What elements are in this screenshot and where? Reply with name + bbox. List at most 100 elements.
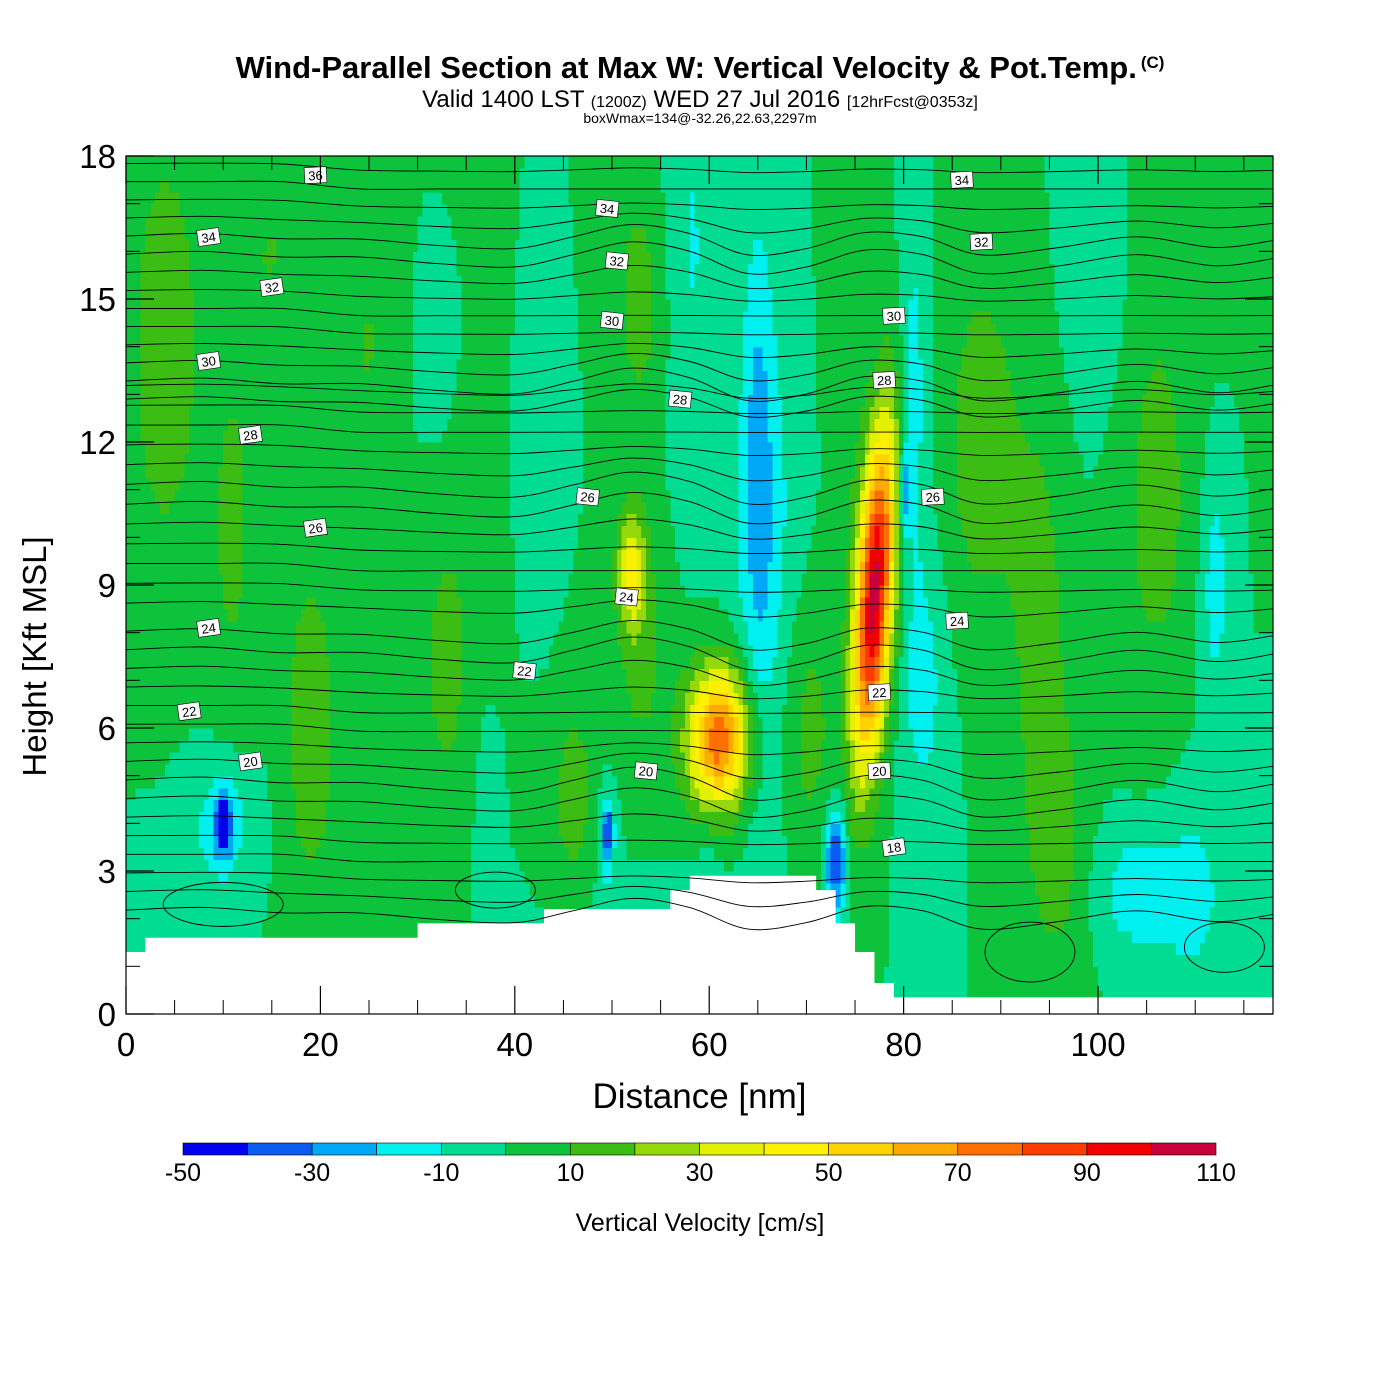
copyright-mark: (C)	[1140, 53, 1165, 72]
theta-contour-label: 20	[238, 751, 263, 772]
theta-contour-line	[126, 265, 1273, 290]
theta-contour-line	[126, 224, 1273, 256]
y-tick-label: 9	[98, 567, 116, 604]
colorbar-swatch	[634, 1142, 700, 1156]
theta-contour-label: 36	[303, 166, 328, 184]
theta-contour-line	[126, 180, 1273, 190]
valid-prefix: Valid 1400 LST	[422, 86, 585, 113]
colorbar-tick-label: 70	[944, 1159, 972, 1187]
theta-contour-label: 32	[259, 277, 285, 297]
colorbar-swatch	[957, 1142, 1023, 1156]
colorbar-tick-label: 10	[556, 1159, 584, 1187]
theta-contour-line	[126, 241, 1273, 275]
theta-contour-label: 28	[238, 425, 263, 445]
box-wmax-info: boxWmax=134@-32.26,22.63,2297m	[583, 110, 817, 126]
theta-contour-label: 30	[196, 351, 221, 371]
y-tick-label: 12	[79, 424, 116, 461]
colorbar-swatch	[505, 1142, 571, 1156]
theta-contour-label: 22	[867, 683, 892, 702]
theta-contour-line	[126, 582, 1273, 593]
theta-contour-line	[126, 198, 1273, 211]
theta-contour-line	[126, 659, 1273, 687]
theta-contour-line	[126, 212, 1273, 234]
theta-contour-label: 26	[303, 518, 328, 538]
x-tick-label: 80	[885, 1026, 922, 1063]
theta-contour-line	[126, 871, 1273, 884]
theta-contour-line	[126, 457, 1273, 482]
theta-contour-line	[126, 599, 1273, 618]
theta-contour-line	[126, 424, 1273, 434]
theta-contour-line	[126, 853, 1273, 863]
colorbar-swatch	[1086, 1142, 1152, 1156]
theta-contour-label: 34	[595, 198, 620, 218]
theta-contour-line	[126, 741, 1273, 756]
theta-contour-line	[454, 871, 536, 909]
theta-contour-line	[126, 443, 1273, 457]
theta-contour-line	[126, 542, 1273, 555]
theta-contour-labels: 36 34 34 34 32 32 32 30 30 30 28 28 28 26 26 26 24 24 24 22…	[176, 166, 994, 857]
theta-contour-line	[126, 766, 1273, 801]
colorbar-swatch	[440, 1142, 507, 1156]
theta-contour-line	[126, 752, 1273, 780]
y-axis-label: Height [Kft MSL]	[16, 536, 53, 776]
colorbar-tick-label: -30	[294, 1159, 330, 1187]
theta-contour-line	[126, 353, 1273, 382]
x-tick-label: 20	[302, 1026, 339, 1063]
theta-contour-label: 34	[196, 227, 221, 247]
theta-contour-label: 24	[945, 611, 969, 630]
theta-contour-label: 28	[667, 389, 693, 409]
colorbar-swatch	[699, 1142, 765, 1156]
theta-contour-line	[162, 881, 284, 927]
theta-contour-line	[126, 834, 1273, 846]
colorbar-tick-label: 90	[1073, 1159, 1101, 1187]
theta-contour-label: 26	[921, 487, 945, 506]
theta-contour-line	[126, 325, 1273, 336]
y-tick-label: 18	[79, 138, 116, 175]
theta-contour-label: 20	[867, 762, 892, 780]
theta-contour-line	[984, 921, 1076, 983]
theta-contour-label: 32	[604, 251, 630, 271]
theta-contour-label: 22	[176, 701, 202, 722]
theta-contour-line	[126, 289, 1273, 302]
x-tick-label: 40	[496, 1026, 533, 1063]
colorbar-swatch	[570, 1142, 636, 1156]
theta-contour-line	[126, 787, 1273, 818]
theta-contour-line	[126, 367, 1273, 402]
theta-contour-label: 20	[633, 761, 659, 781]
theta-contour-label: 30	[599, 310, 625, 330]
theta-contour-label: 28	[872, 371, 896, 389]
x-tick-label: 100	[1071, 1026, 1126, 1063]
theta-contour-label: 22	[512, 661, 537, 681]
x-axis-label: Distance [nm]	[593, 1077, 807, 1116]
colorbar-swatch	[828, 1142, 894, 1156]
theta-contour-line	[126, 723, 1273, 733]
terrain-shape	[126, 875, 1273, 1014]
colorbar-swatch	[892, 1142, 959, 1156]
x-tick-label: 60	[691, 1026, 728, 1063]
y-tick-label: 3	[98, 853, 116, 890]
theta-contour-line	[126, 404, 1273, 415]
theta-contour-line	[126, 307, 1273, 317]
theta-contour-line	[126, 342, 1273, 359]
theta-contour-label: 24	[196, 618, 221, 638]
theta-contour-label: 26	[575, 487, 600, 507]
colorbar-swatch	[763, 1142, 829, 1156]
theta-contour-line	[126, 885, 1273, 908]
theta-contour-label: 24	[614, 587, 639, 607]
theta-contour-label: 30	[882, 306, 906, 325]
theta-contour-line	[126, 685, 1273, 700]
y-tick-label: 0	[98, 996, 116, 1033]
theta-contour-line	[126, 636, 1273, 671]
theta-contour-line	[126, 492, 1273, 525]
y-tick-label: 6	[98, 710, 116, 747]
theta-contour-label: 32	[969, 232, 994, 251]
colorbar-swatch	[247, 1142, 313, 1156]
theta-contour-label: 34	[950, 170, 974, 189]
theta-contour-line	[1183, 921, 1265, 973]
theta-contour-line	[126, 704, 1273, 714]
chart-title: Wind-Parallel Section at Max W: Vertical…	[0, 50, 1400, 86]
forecast-info: [12hrFcst@0353z]	[846, 94, 978, 111]
terrain-mask	[126, 875, 1273, 1014]
theta-contour-line	[126, 562, 1273, 572]
